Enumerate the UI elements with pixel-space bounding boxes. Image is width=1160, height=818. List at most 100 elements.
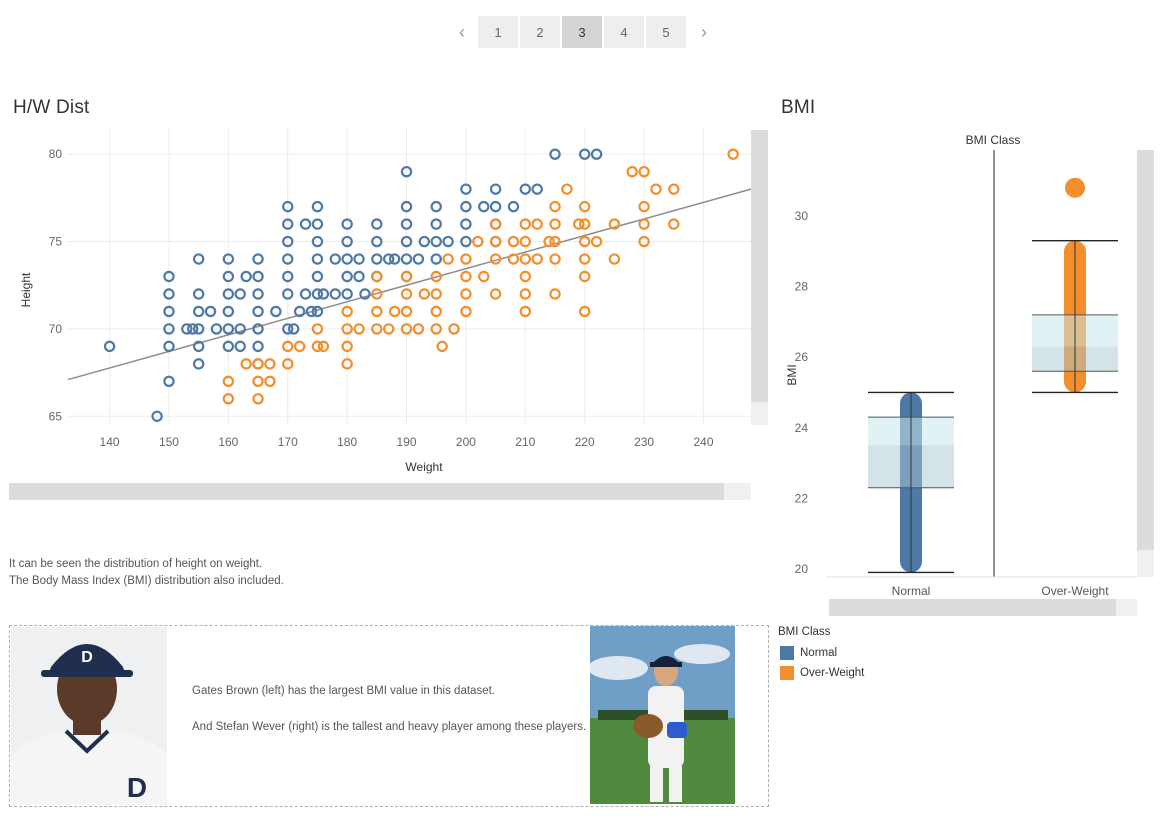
scatter-point-normal [192,305,205,318]
scatter-point-overweight [388,305,401,318]
legend-item-overweight[interactable]: Over-Weight [780,663,864,683]
bmi-y-tick-label: 26 [795,350,809,364]
scatter-point-normal [341,270,353,283]
scatter-point-overweight [472,235,484,248]
scatter-point-overweight [400,305,413,318]
scatter-vertical-scroll-thumb[interactable] [751,130,768,402]
bmi-y-axis-label: BMI [785,364,799,385]
x-tick-label: 220 [575,435,595,449]
scatter-point-normal [549,148,561,160]
scatter-point-normal [311,305,324,318]
chevron-right-icon[interactable]: › [701,21,707,42]
scatter-point-overweight [668,183,680,195]
scatter-point-normal [388,253,401,265]
scatter-horizontal-scrollbar[interactable] [9,483,751,500]
scatter-point-overweight [549,200,561,213]
scatter-point-normal [192,323,205,335]
scatter-point-normal [371,253,383,265]
bmi-horizontal-scroll-thumb[interactable] [829,599,1116,616]
info-paragraph-1: Gates Brown (left) has the largest BMI v… [192,685,495,697]
scatter-point-overweight [519,270,532,283]
scatter-point-normal [430,235,442,248]
scatter-point-overweight [317,340,330,353]
scatter-point-normal [103,340,116,353]
page-button-2[interactable]: 2 [520,16,560,48]
scatter-point-normal [181,323,193,335]
scatter-point-normal [383,253,395,265]
scatter-horizontal-scroll-thumb[interactable] [9,483,724,500]
scatter-point-overweight [430,305,442,318]
scatter-point-overweight [371,270,383,283]
scatter-point-normal [287,323,300,335]
scatter-point-normal [299,218,312,230]
x-tick-label: 150 [159,435,179,449]
scatter-vertical-scrollbar[interactable] [751,130,768,425]
bmi-horizontal-scrollbar[interactable] [829,599,1137,616]
scatter-point-normal [311,218,324,230]
scatter-point-overweight [638,200,650,213]
scatter-point-normal [400,218,413,230]
legend-swatch-normal [780,646,794,660]
scatter-point-overweight [549,218,561,230]
bmi-vertical-scrollbar[interactable] [1137,150,1154,577]
scatter-point-overweight [507,253,520,265]
scatter-point-normal [282,200,294,213]
scatter-point-normal [442,235,454,248]
scatter-point-normal [460,218,472,230]
chevron-left-icon[interactable]: ‹ [459,21,465,42]
page-button-3[interactable]: 3 [562,16,602,48]
y-tick-label: 70 [49,322,63,336]
scatter-point-overweight [264,358,276,370]
scatter-point-normal [329,253,341,265]
scatter-point-normal [222,340,235,353]
scatter-point-normal [222,253,235,265]
scatter-point-overweight [430,270,442,283]
scatter-point-normal [252,288,264,300]
scatter-point-overweight [519,235,532,248]
scatter-point-normal [341,218,353,230]
scatter-point-overweight [264,375,276,388]
y-tick-label: 80 [49,147,63,161]
scatter-point-normal [353,253,365,265]
scatter-point-normal [311,200,324,213]
scatter-point-normal [311,288,324,300]
scatter-point-normal [412,253,425,265]
x-tick-label: 240 [693,435,713,449]
scatter-point-normal [430,218,442,230]
scatter-point-overweight [579,218,591,230]
scatter-point-normal [163,375,175,388]
scatter-point-overweight [400,288,413,300]
scatter-point-normal [311,235,324,248]
scatter-point-normal [590,148,603,160]
page-button-1[interactable]: 1 [478,16,518,48]
legend-title: BMI Class [778,626,831,638]
scatter-point-overweight [341,323,353,335]
scatter-point-normal [400,165,413,178]
trend-line [67,188,752,381]
legend-label-overweight: Over-Weight [800,667,865,679]
scatter-point-normal [252,323,264,335]
scatter-point-normal [430,200,442,213]
page-button-5[interactable]: 5 [646,16,686,48]
scatter-point-overweight [353,323,365,335]
scatter-point-overweight [579,253,591,265]
scatter-point-overweight [460,305,472,318]
scatter-point-normal [210,323,223,335]
scatter-chart: 140 150 160 170 180 190 200 210 220 230 240 65 70 75 8… [19,128,752,474]
scatter-point-normal [222,323,235,335]
scatter-point-normal [282,218,294,230]
x-tick-label: 140 [100,435,120,449]
bmi-vertical-scroll-thumb[interactable] [1137,150,1154,550]
scatter-point-overweight [252,375,264,388]
legend-item-normal[interactable]: Normal [780,643,864,663]
scatter-point-overweight [341,358,353,370]
x-tick-label: 190 [397,435,417,449]
bmi-y-tick-label: 24 [795,421,809,435]
scatter-point-normal [519,183,532,195]
scatter-point-normal [192,358,205,370]
page-button-4[interactable]: 4 [604,16,644,48]
scatter-point-normal [531,183,543,195]
pagination: ‹ 1 2 3 4 5 › [452,16,714,48]
x-tick-label: 180 [337,435,357,449]
scatter-point-normal [400,200,413,213]
